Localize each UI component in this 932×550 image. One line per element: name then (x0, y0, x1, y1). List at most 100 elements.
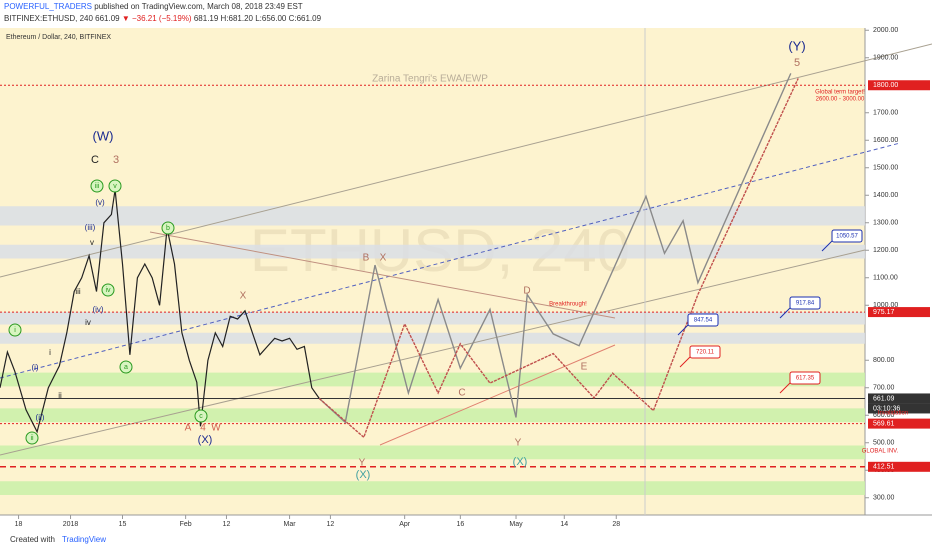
wave-circle (161, 221, 175, 235)
ohlc: 681.19 H:681.20 L:656.00 C:661.09 (194, 14, 322, 23)
level-tag-label: 412.51 (873, 464, 895, 471)
y-tick-label: 1100.00 (873, 275, 898, 282)
callout-box (689, 345, 721, 359)
x-tick-label: Mar (284, 521, 297, 528)
zones (0, 206, 865, 495)
callout-label: 617.35 (796, 376, 815, 382)
callout-label: 847.54 (694, 318, 713, 324)
wave-label: c (199, 413, 203, 420)
x-tick-label: 18 (15, 521, 23, 528)
trend-line (0, 43, 932, 278)
y-tick-label: 1500.00 (873, 165, 898, 172)
chart-label: Ethereum / Dollar, 240, BITFINEX (6, 34, 111, 41)
published: published on TradingView.com, March 08, … (94, 2, 303, 11)
last: 661.09 (95, 14, 120, 23)
callout-label: 917.84 (796, 301, 815, 307)
y-tick-label: 1600.00 (873, 137, 898, 144)
y-tick-label: 700.00 (873, 385, 895, 392)
wave-label: iii (95, 183, 100, 190)
wave-label: A (185, 423, 192, 434)
wave-label: X (380, 253, 387, 264)
callout-pointer (779, 307, 791, 319)
y-tick-label: 1400.00 (873, 192, 898, 199)
y-tick-label: 1900.00 (873, 55, 898, 62)
wave-label: ii (30, 435, 34, 442)
wave-label: (ii) (36, 413, 45, 422)
x-tick-label: May (509, 521, 523, 528)
zone (0, 244, 865, 259)
note: 2600.00 - 3000.00 (816, 97, 865, 103)
chart-title: Zarina Tengri's EWA/EWP (372, 74, 488, 85)
wave-label: (X) (513, 456, 528, 468)
wave-label: i (49, 348, 51, 357)
note: Global term target! (815, 90, 865, 96)
level-tag (868, 393, 930, 404)
wave-label: (iii) (85, 223, 96, 232)
wave-label: (X) (198, 434, 213, 446)
trend-line (149, 231, 616, 319)
wave-label: (Y) (788, 38, 805, 53)
wave-label: v (90, 238, 94, 247)
callout-pointer (679, 356, 691, 368)
y-tick-label: 600.00 (873, 412, 895, 419)
zone (0, 445, 865, 460)
y-tick-label: 1200.00 (873, 247, 898, 254)
wave-circle (25, 431, 39, 445)
callout-pointer (821, 240, 833, 252)
callout-box (789, 371, 821, 385)
wave-label: ii (58, 391, 62, 400)
wave-label: X (240, 291, 247, 302)
x-tick-label: 16 (456, 521, 464, 528)
wave-label: a (124, 364, 128, 371)
wave-label: E (581, 362, 588, 373)
level-tag (868, 80, 930, 91)
level-tag-label: 1800.00 (873, 82, 898, 89)
wave-label: b (166, 225, 170, 232)
callout-pointer (779, 382, 791, 394)
wave-label: (iv) (92, 305, 103, 314)
wave-circle (8, 323, 22, 337)
zone (0, 408, 865, 423)
wave-label: Y (515, 438, 522, 449)
projection-line (318, 73, 792, 424)
wave-label: C (91, 154, 99, 166)
callout-box (831, 229, 863, 243)
note: Breakthrough! (549, 302, 587, 308)
symbol: BITFINEX:ETHUSD, 240 (4, 14, 93, 23)
legend: BITFINEX:ETHUSD, 240 661.09 ▼ −36.21 (−5… (4, 14, 322, 23)
header: POWERFUL_TRADERS published on TradingVie… (4, 2, 303, 11)
callout-box (789, 296, 821, 310)
plot-area (0, 28, 865, 515)
zone (0, 481, 865, 495)
footer-created: Created with (10, 535, 55, 544)
wave-label: iii (75, 287, 81, 296)
zone (0, 332, 865, 344)
wave-label: (W) (93, 128, 114, 143)
y-tick-label: 2000.00 (873, 27, 898, 34)
level-tag-label: 661.09 (873, 395, 895, 402)
footer-brand: TradingView (62, 535, 106, 544)
x-tick-label: 28 (612, 521, 620, 528)
x-tick-label: 2018 (63, 521, 79, 528)
y-tick-label: 1000.00 (873, 302, 898, 309)
wave-label: 5 (794, 57, 800, 69)
x-tick-label: 12 (327, 521, 335, 528)
level-tag (868, 307, 930, 318)
x-tick-label: 14 (560, 521, 568, 528)
wave-label: iv (105, 287, 111, 294)
wave-label: (v) (95, 198, 105, 207)
wave-label: i (14, 327, 16, 334)
callout-box (687, 313, 719, 327)
countdown: 03:10:36 (873, 405, 900, 412)
wave-label: (X) (356, 469, 371, 481)
wave-label: iv (85, 318, 91, 327)
wave-label: v (113, 183, 117, 190)
wave-label: W (211, 423, 221, 434)
wave-circle (101, 283, 115, 297)
wave-label: (i) (31, 363, 38, 372)
callout-pointer (677, 324, 689, 336)
change: ▼ −36.21 (−5.19%) (122, 14, 192, 23)
level-tag-label: 569.61 (873, 420, 895, 427)
y-tick-label: 500.00 (873, 440, 895, 447)
